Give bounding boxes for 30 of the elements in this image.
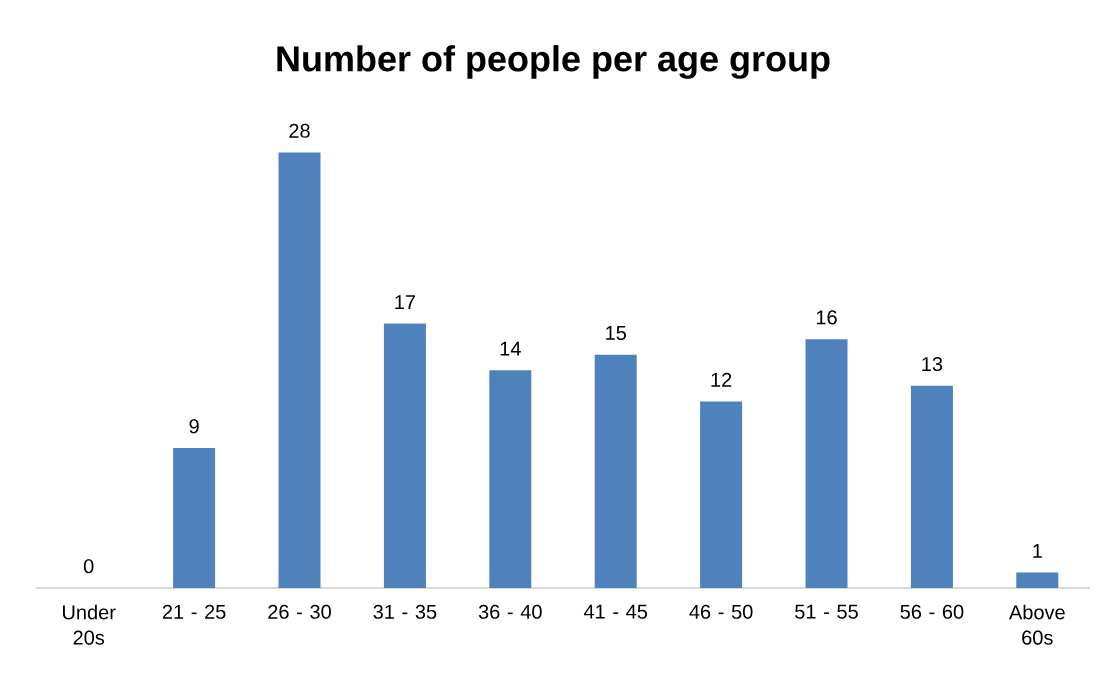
data-label: 17 xyxy=(395,295,416,309)
data-label: 28 xyxy=(289,123,310,138)
x-tick-label: 46 - 50 xyxy=(689,604,753,619)
x-tick-label: 51 - 55 xyxy=(795,604,858,619)
x-tick-label: 26 - 30 xyxy=(268,604,331,619)
bar xyxy=(489,370,532,588)
x-tick-label: 41 - 45 xyxy=(583,604,648,619)
x-tick-label: 56 - 60 xyxy=(900,604,964,619)
x-tick-label: Above 60s xyxy=(1008,604,1065,645)
x-tick-label: 31 - 35 xyxy=(373,604,437,619)
bar xyxy=(700,401,743,588)
data-label: 15 xyxy=(606,326,626,340)
x-tick-label: 36 - 40 xyxy=(478,604,542,619)
x-tick-label: Under 20s xyxy=(63,604,116,645)
bar xyxy=(910,385,953,588)
data-label: 13 xyxy=(922,356,943,372)
bar xyxy=(383,323,426,588)
bar xyxy=(594,354,637,588)
bar xyxy=(173,448,216,588)
chart-title: Number of people per age group xyxy=(277,45,830,79)
bar xyxy=(278,152,321,588)
x-tick-label: 21 - 25 xyxy=(162,604,226,619)
data-label: 1 xyxy=(1033,543,1042,558)
data-label: 9 xyxy=(189,419,199,434)
bar xyxy=(1016,572,1059,588)
data-label: 14 xyxy=(500,341,521,356)
data-label: 12 xyxy=(711,372,732,387)
bar xyxy=(805,339,848,588)
data-label: 16 xyxy=(816,310,837,325)
data-label: 0 xyxy=(83,559,94,574)
